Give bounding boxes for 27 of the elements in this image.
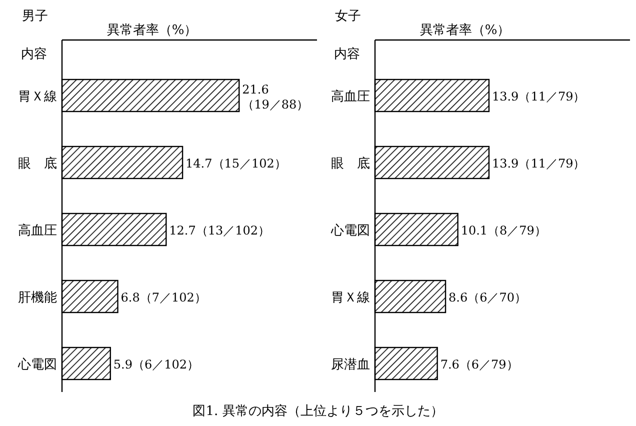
caption: 図1. 異常の内容（上位より５つを示した）: [192, 403, 444, 419]
data-label: 13.9（11／79）: [492, 90, 586, 104]
y-tick-label: 肝機能: [18, 290, 57, 306]
data-label: 10.1（8／79）: [460, 224, 546, 238]
y-tick-label: 眼 底: [18, 156, 57, 172]
data-label: 12.7（13／102）: [169, 224, 270, 238]
y-axis-title: 内容: [21, 46, 47, 62]
data-label: 13.9（11／79）: [492, 156, 586, 170]
data-label: 7.6（6／79）: [440, 358, 518, 372]
data-label: 8.6（6／70）: [448, 290, 527, 304]
y-tick-label: 胃Ｘ線: [18, 90, 57, 104]
data-label: 21.6 （19／88）: [242, 82, 309, 112]
y-axis-title: 内容: [334, 46, 360, 62]
y-tick-label: 心電図: [17, 356, 57, 372]
y-tick-label: 胃Ｘ線: [331, 290, 370, 306]
x-axis-title: 異常者率（%）: [420, 22, 510, 38]
y-tick-label: 心電図: [330, 222, 370, 238]
data-label: 14.7（15／102）: [186, 156, 286, 170]
x-axis-title: 異常者率（%）: [106, 22, 198, 38]
chart-title: 男子: [22, 9, 48, 24]
y-tick-label: 尿潜血: [331, 358, 370, 372]
y-tick-label: 高血圧: [18, 222, 57, 238]
y-tick-label: 眼 底: [331, 156, 370, 172]
data-label: 6.8（7／102）: [120, 290, 206, 304]
y-tick-label: 高血圧: [331, 88, 370, 104]
data-label: 5.9（6／102）: [113, 358, 200, 372]
chart-title: 女子: [335, 9, 361, 24]
